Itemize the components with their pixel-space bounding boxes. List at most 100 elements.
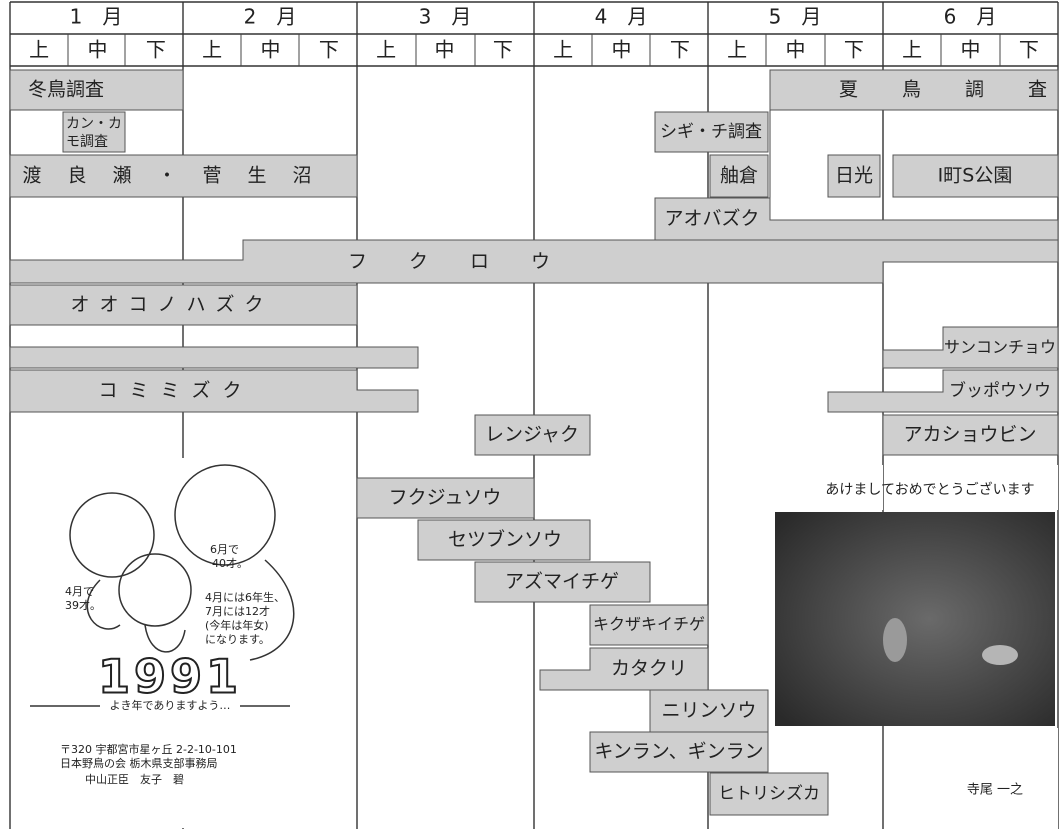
bird-bars: アオバズク フクロウ オオコノハズク コミミズク サンコンチョウ ブッポウソウ … [9, 197, 1059, 456]
third-label: 下 [844, 38, 864, 62]
greeting: あけましておめでとうございます [825, 481, 1034, 498]
third-label: 上 [902, 38, 922, 62]
card-text: 4月には6年生、 [205, 590, 285, 604]
panel [720, 465, 883, 510]
bar [9, 369, 419, 413]
third-label: 上 [376, 38, 396, 62]
bar-label: フクロウ [348, 251, 592, 273]
bar [649, 689, 769, 733]
photo-credit: 寺尾 一之 [967, 783, 1023, 798]
bar-label: キンラン、ギンラン [594, 741, 763, 763]
bar-label: 冬鳥調査 [28, 79, 104, 101]
card-text: 7月には12才 [205, 604, 270, 618]
third-label: 下 [1019, 38, 1039, 62]
bar [9, 346, 419, 369]
bar [62, 111, 126, 153]
bar [589, 731, 769, 773]
bar [474, 414, 591, 456]
third-labels: 上中下上中下上中下上中下上中下上中下 [29, 38, 1039, 62]
bar [827, 369, 1059, 413]
plant-bars: フクジュソウ セツブンソウ アズマイチゲ キクザキイチゲ カタクリ ニリンソウ … [356, 477, 829, 816]
month: 3 月 [419, 5, 472, 29]
month: 5 月 [769, 5, 822, 29]
bar [9, 69, 184, 111]
bar [882, 414, 1059, 456]
panel [888, 465, 1058, 510]
card-text: 4月で [65, 585, 94, 598]
third-label: 中 [435, 38, 455, 62]
bar-label: モ調査 [66, 134, 108, 150]
bar [539, 647, 709, 691]
card-text: 6月で [210, 543, 239, 556]
photo-flower [982, 645, 1018, 665]
bar-label: レンジャク [485, 424, 579, 446]
third-label: 中 [88, 38, 108, 62]
bar-label: ブッポウソウ [949, 380, 1051, 401]
bar-label: アカショウビン [903, 424, 1036, 446]
third-label: 下 [319, 38, 339, 62]
bar [9, 239, 1059, 284]
bar-label: フクジュソウ [389, 487, 502, 509]
card-address: 中山正臣 友子 碧 [85, 772, 184, 786]
month: 2 月 [244, 5, 297, 29]
bar [474, 561, 651, 603]
bar [589, 604, 709, 646]
month: 4 月 [595, 5, 648, 29]
third-label: 中 [612, 38, 632, 62]
bar [417, 519, 591, 561]
bar-label: アオバズク [664, 208, 759, 230]
bar-label: シギ・チ調査 [660, 122, 762, 142]
bar-label: 渡良瀬・菅生沼 [22, 165, 337, 187]
bar [892, 154, 1059, 198]
bar-label: I町S公園 [938, 165, 1013, 187]
bar [827, 154, 881, 198]
third-label: 中 [261, 38, 281, 62]
third-label: 中 [961, 38, 981, 62]
bar-label: 舳倉 [720, 165, 758, 187]
third-label: 上 [727, 38, 747, 62]
photo-bird [883, 618, 907, 662]
bar-label: オオコノハズク [70, 294, 273, 316]
bar [709, 154, 769, 198]
third-label: 下 [670, 38, 690, 62]
bar-label: 日光 [835, 165, 873, 187]
card-text: 39才。 [65, 598, 101, 612]
third-label: 上 [553, 38, 573, 62]
bar [709, 772, 829, 816]
bar [882, 326, 1059, 369]
card-address: 日本野鳥の会 栃木県支部事務局 [60, 756, 218, 770]
card-text: になります。 [205, 633, 270, 646]
third-label: 下 [146, 38, 166, 62]
month: 1 月 [70, 5, 123, 29]
third-label: 上 [202, 38, 222, 62]
third-label: 下 [493, 38, 513, 62]
card-text: (今年は年女) [205, 618, 269, 632]
bar-label: カタクリ [611, 658, 687, 680]
panel [885, 728, 1058, 829]
photo [775, 512, 1055, 726]
bar [356, 477, 535, 519]
month: 6 月 [944, 5, 997, 29]
card-drawing [11, 458, 356, 828]
card-text: よき年でありますよう… [110, 698, 231, 712]
survey-bars: 冬鳥調査 カン・カ モ調査 渡良瀬・菅生沼 夏鳥調査 シギ・チ調査 舳倉 日光 … [9, 69, 1062, 221]
bar-label: ニリンソウ [661, 700, 756, 722]
bar-label: キクザキイチゲ [593, 615, 705, 634]
bar-label: ヒトリシズカ [718, 784, 820, 804]
bar [769, 69, 1059, 111]
bar-label: 夏鳥調査 [839, 79, 1062, 101]
card-address: 〒320 宇都宮市星ヶ丘 2-2-10-101 [60, 742, 237, 756]
third-label: 中 [786, 38, 806, 62]
bar [9, 284, 358, 326]
bar-label: アズマイチゲ [505, 571, 619, 593]
bar-label: カン・カ [66, 116, 122, 132]
bar-label: サンコンチョウ [944, 338, 1056, 357]
card-text: 40才。 [212, 556, 248, 570]
bar-label: コミミズク [98, 380, 253, 402]
card-year: 1991 [98, 650, 242, 704]
bar-label: セツブンソウ [448, 528, 562, 551]
bar [654, 111, 769, 153]
month-labels: 1 月 2 月 3 月 4 月 5 月 6 月 [70, 5, 997, 29]
bar [9, 154, 358, 198]
